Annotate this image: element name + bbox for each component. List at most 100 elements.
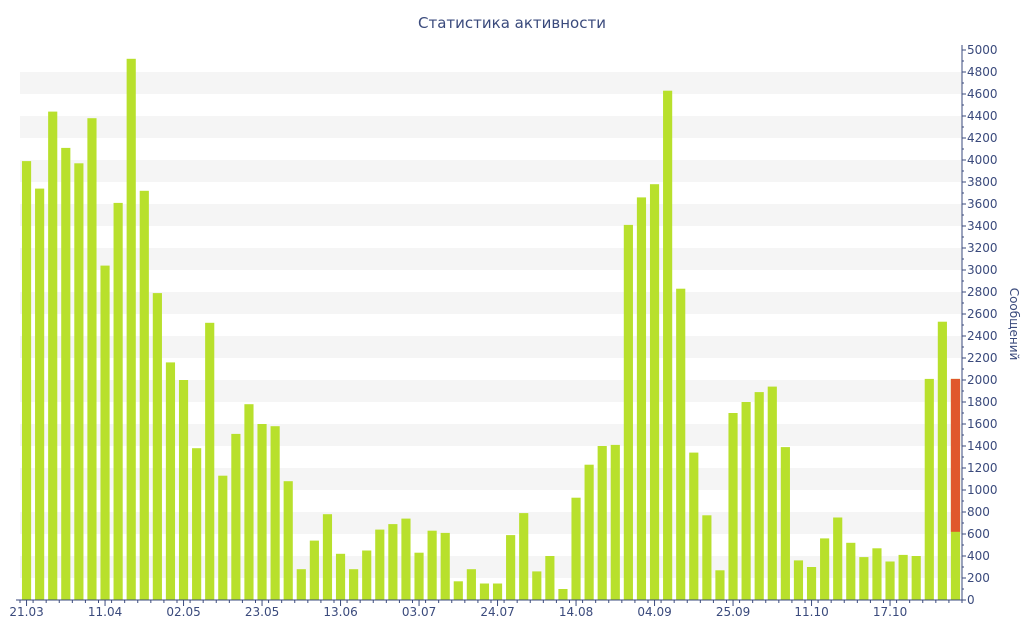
y-tick-label: 1600 bbox=[967, 417, 998, 431]
y-tick-label: 3800 bbox=[967, 175, 998, 189]
bar bbox=[178, 380, 189, 600]
bar bbox=[676, 288, 686, 600]
y-tick-label: 1200 bbox=[967, 461, 998, 475]
x-axis: 21.03 11.04 02.05 23.05 13.06 03.07 24.07 14.08… bbox=[9, 599, 963, 619]
y-tick-label: 5000 bbox=[967, 43, 998, 57]
bar bbox=[362, 550, 372, 600]
bar bbox=[532, 571, 542, 600]
y-tick-label: 0 bbox=[967, 593, 975, 607]
bar-series bbox=[21, 58, 961, 601]
x-tick-label: 14.08 bbox=[559, 605, 593, 619]
bar bbox=[780, 447, 790, 600]
bar bbox=[48, 111, 58, 600]
bar bbox=[192, 448, 202, 600]
x-tick-label: 11.04 bbox=[88, 605, 122, 619]
grid-band bbox=[20, 556, 962, 578]
chart-title: Статистика активности bbox=[418, 14, 606, 32]
bar bbox=[793, 560, 804, 600]
bar bbox=[924, 378, 934, 600]
bar bbox=[61, 147, 71, 600]
y-tick-label: 4000 bbox=[967, 153, 998, 167]
grid-band bbox=[20, 160, 962, 182]
bar bbox=[859, 557, 869, 600]
bar bbox=[401, 518, 411, 600]
grid-band bbox=[20, 72, 962, 94]
bar bbox=[767, 386, 777, 600]
bar bbox=[702, 515, 712, 600]
bar bbox=[74, 163, 84, 601]
bar bbox=[728, 413, 738, 600]
grid-band bbox=[20, 116, 962, 138]
x-tick-label: 13.06 bbox=[323, 605, 357, 619]
y-axis-label: Сообщений bbox=[1007, 288, 1021, 361]
bar bbox=[519, 513, 529, 600]
bar bbox=[937, 321, 947, 600]
bar bbox=[283, 481, 293, 600]
y-tick-label: 4200 bbox=[967, 131, 998, 145]
bar bbox=[715, 570, 725, 600]
y-tick-label: 800 bbox=[967, 505, 990, 519]
y-tick-label: 4400 bbox=[967, 109, 998, 123]
bar bbox=[466, 569, 476, 600]
x-tick-label: 11.10 bbox=[794, 605, 828, 619]
bar bbox=[414, 552, 424, 600]
grid-band bbox=[20, 336, 962, 358]
x-tick-label: 03.07 bbox=[402, 605, 436, 619]
y-tick-label: 3600 bbox=[967, 197, 998, 211]
bar bbox=[571, 497, 581, 600]
bar bbox=[623, 224, 633, 600]
bar bbox=[296, 569, 306, 600]
bar bbox=[610, 444, 620, 600]
bar bbox=[375, 529, 385, 600]
x-tick-label: 17.10 bbox=[873, 605, 907, 619]
grid-band bbox=[20, 292, 962, 314]
bar bbox=[833, 517, 843, 600]
bar bbox=[846, 542, 856, 600]
y-tick-label: 3000 bbox=[967, 263, 998, 277]
y-tick-label: 4600 bbox=[967, 87, 998, 101]
y-tick-label: 1000 bbox=[967, 483, 998, 497]
bar bbox=[231, 433, 241, 600]
bar bbox=[139, 190, 149, 601]
bar bbox=[309, 540, 319, 600]
bar bbox=[270, 426, 280, 600]
bar bbox=[21, 161, 32, 600]
bar bbox=[335, 553, 346, 600]
grid-band bbox=[20, 248, 962, 270]
bar bbox=[597, 446, 607, 600]
x-tick-label: 04.09 bbox=[637, 605, 671, 619]
bar bbox=[35, 188, 45, 600]
bar bbox=[218, 475, 228, 600]
y-tick-label: 2000 bbox=[967, 373, 998, 387]
y-tick-label: 600 bbox=[967, 527, 990, 541]
bar bbox=[349, 569, 359, 600]
y-axis: 0 200 400 600 800 1000 1200 1400 1600 1800 2000 220… bbox=[961, 43, 998, 607]
y-tick-label: 1800 bbox=[967, 395, 998, 409]
grid-bands bbox=[20, 72, 962, 578]
grid-band bbox=[20, 512, 962, 534]
bar bbox=[754, 392, 764, 600]
x-tick-label: 24.07 bbox=[480, 605, 514, 619]
bar bbox=[898, 554, 908, 600]
bar bbox=[911, 556, 921, 600]
bar bbox=[388, 524, 398, 600]
bar bbox=[87, 118, 97, 600]
x-tick-label: 25.09 bbox=[716, 605, 750, 619]
y-tick-label: 3400 bbox=[967, 219, 998, 233]
bar bbox=[636, 197, 647, 600]
y-tick-label: 1400 bbox=[967, 439, 998, 453]
x-tick-label: 23.05 bbox=[245, 605, 279, 619]
grid-band bbox=[20, 468, 962, 490]
bar bbox=[820, 538, 830, 600]
y-tick-label: 2200 bbox=[967, 351, 998, 365]
bar bbox=[584, 464, 594, 600]
x-tick-label: 02.05 bbox=[166, 605, 200, 619]
bar bbox=[741, 402, 751, 600]
y-tick-label: 2800 bbox=[967, 285, 998, 299]
bar bbox=[165, 362, 176, 600]
y-tick-label: 400 bbox=[967, 549, 990, 563]
bar bbox=[126, 58, 136, 601]
bar bbox=[244, 404, 254, 600]
